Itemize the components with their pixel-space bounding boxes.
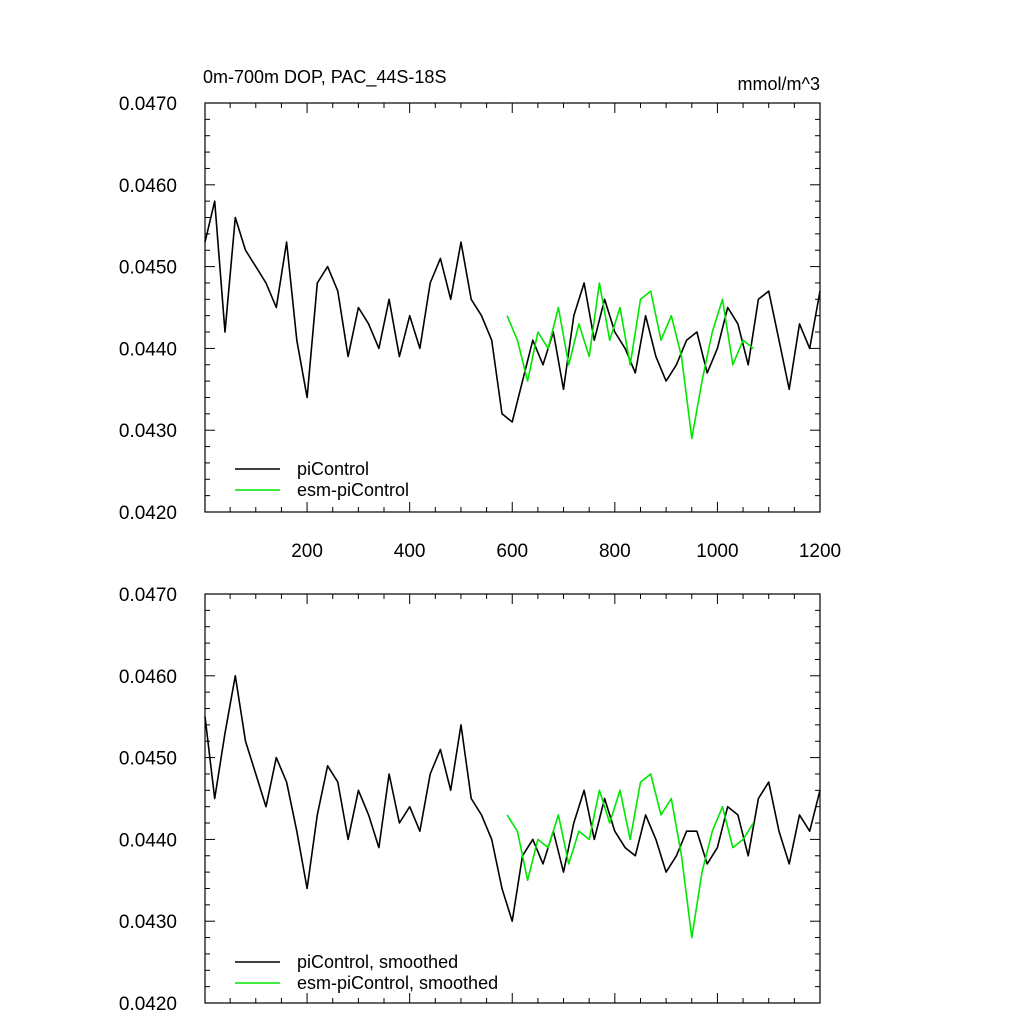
y-tick-label: 0.0440 bbox=[119, 339, 177, 360]
y-tick-label: 0.0430 bbox=[119, 912, 177, 933]
y-tick-label: 0.0420 bbox=[119, 994, 177, 1015]
x-tick-label: 400 bbox=[394, 541, 426, 562]
y-tick-label: 0.0450 bbox=[119, 258, 177, 279]
units-label: mmol/m^3 bbox=[738, 74, 820, 94]
series-line-esm-picontrol bbox=[506, 282, 754, 440]
legend-label: piControl, smoothed bbox=[297, 952, 458, 972]
plot-frame bbox=[204, 593, 821, 1004]
y-tick-label: 0.0420 bbox=[119, 503, 177, 524]
y-tick-label: 0.0470 bbox=[119, 585, 177, 606]
y-tick-label: 0.0440 bbox=[119, 830, 177, 851]
x-tick-label: 200 bbox=[291, 541, 323, 562]
x-tick-label: 800 bbox=[599, 541, 631, 562]
figure-title: 0m-700m DOP, PAC_44S-18S bbox=[203, 67, 446, 88]
x-tick-label: 1200 bbox=[799, 541, 841, 562]
y-tick-label: 0.0470 bbox=[119, 94, 177, 115]
top-panel: 0.0420 0.0430 0.0440 0.0450 0.0460 0.0470 200 4… bbox=[119, 94, 841, 562]
bottom-panel: 0.0420 0.0430 0.0440 0.0450 0.0460 0.0470 piCo… bbox=[119, 585, 821, 1015]
legend-label: esm-piControl, smoothed bbox=[297, 973, 498, 993]
series-line-picontrol bbox=[204, 200, 821, 423]
y-tick-label: 0.0450 bbox=[119, 749, 177, 770]
x-tick-label: 1000 bbox=[696, 541, 738, 562]
series-line-picontrol-smoothed bbox=[204, 674, 821, 923]
y-tick-label: 0.0460 bbox=[119, 176, 177, 197]
series-line-esm-picontrol-smoothed bbox=[506, 773, 754, 939]
y-tick-label: 0.0430 bbox=[119, 421, 177, 442]
legend-label: piControl bbox=[297, 459, 369, 479]
legend-label: esm-piControl bbox=[297, 480, 409, 500]
y-tick-label: 0.0460 bbox=[119, 667, 177, 688]
x-tick-label: 600 bbox=[496, 541, 528, 562]
